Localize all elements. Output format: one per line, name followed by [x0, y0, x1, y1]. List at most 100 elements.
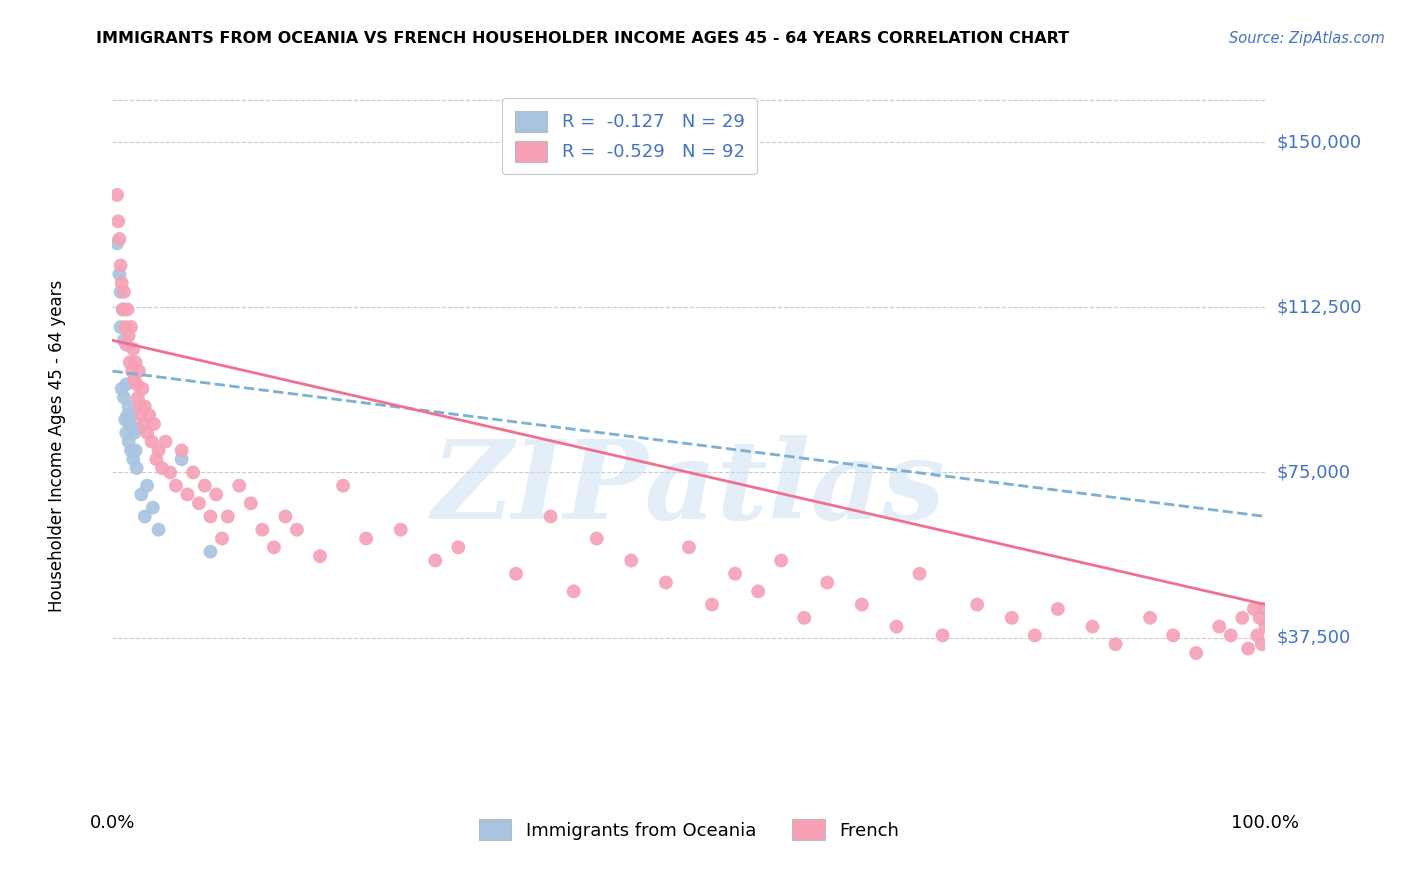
Point	[1161, 628, 1184, 642]
Point	[124, 355, 146, 369]
Point	[125, 377, 148, 392]
Point	[110, 285, 132, 299]
Point	[112, 391, 135, 405]
Point	[155, 434, 177, 449]
Point	[655, 575, 678, 590]
Point	[851, 598, 873, 612]
Point	[1001, 611, 1024, 625]
Point	[122, 342, 145, 356]
Point	[211, 532, 233, 546]
Point	[194, 478, 217, 492]
Point	[1046, 602, 1069, 616]
Point	[124, 443, 146, 458]
Point	[115, 425, 138, 440]
Point	[128, 364, 150, 378]
Point	[700, 598, 723, 612]
Point	[127, 421, 149, 435]
Point	[200, 509, 222, 524]
Point	[141, 434, 163, 449]
Point	[121, 364, 143, 378]
Point	[124, 373, 146, 387]
Point	[747, 584, 769, 599]
Point	[143, 417, 166, 431]
Point	[505, 566, 527, 581]
Point	[252, 523, 274, 537]
Point	[886, 619, 908, 633]
Point	[1081, 619, 1104, 633]
Point	[332, 478, 354, 492]
Point	[118, 417, 141, 431]
Point	[136, 478, 159, 492]
Point	[117, 434, 139, 449]
Point	[1185, 646, 1208, 660]
Point	[540, 509, 562, 524]
Point	[125, 461, 148, 475]
Point	[105, 236, 128, 251]
Point	[966, 598, 988, 612]
Point	[129, 400, 152, 414]
Point	[142, 500, 165, 515]
Point	[138, 408, 160, 422]
Text: $112,500: $112,500	[1277, 298, 1362, 317]
Point	[111, 382, 134, 396]
Point	[1104, 637, 1126, 651]
Point	[127, 391, 149, 405]
Point	[124, 425, 146, 440]
Point	[239, 496, 262, 510]
Point	[118, 355, 141, 369]
Point	[562, 584, 585, 599]
Point	[111, 302, 134, 317]
Point	[131, 382, 153, 396]
Point	[724, 566, 747, 581]
Text: $37,500: $37,500	[1277, 629, 1351, 647]
Point	[117, 408, 139, 422]
Point	[217, 509, 239, 524]
Point	[1253, 602, 1275, 616]
Point	[181, 466, 204, 480]
Point	[815, 575, 838, 590]
Point	[129, 487, 153, 501]
Point	[117, 400, 139, 414]
Point	[274, 509, 297, 524]
Point	[117, 329, 139, 343]
Point	[1139, 611, 1161, 625]
Point	[121, 408, 143, 422]
Point	[134, 509, 156, 524]
Point	[110, 259, 132, 273]
Point	[148, 443, 170, 458]
Point	[678, 541, 700, 555]
Point	[115, 337, 138, 351]
Point	[1237, 641, 1260, 656]
Point	[111, 302, 134, 317]
Point	[112, 333, 135, 347]
Point	[150, 461, 173, 475]
Point	[110, 320, 132, 334]
Point	[108, 232, 131, 246]
Point	[1254, 619, 1277, 633]
Point	[114, 412, 136, 426]
Point	[205, 487, 228, 501]
Text: IMMIGRANTS FROM OCEANIA VS FRENCH HOUSEHOLDER INCOME AGES 45 - 64 YEARS CORRELAT: IMMIGRANTS FROM OCEANIA VS FRENCH HOUSEH…	[96, 31, 1069, 46]
Point	[1251, 637, 1274, 651]
Text: Source: ZipAtlas.com: Source: ZipAtlas.com	[1229, 31, 1385, 46]
Point	[1024, 628, 1046, 642]
Text: ZIPatlas: ZIPatlas	[432, 435, 946, 542]
Point	[120, 443, 142, 458]
Point	[1232, 611, 1254, 625]
Point	[159, 466, 181, 480]
Point	[1249, 611, 1271, 625]
Point	[122, 452, 145, 467]
Point	[770, 553, 793, 567]
Point	[107, 214, 129, 228]
Point	[129, 408, 153, 422]
Point	[176, 487, 198, 501]
Point	[165, 478, 187, 492]
Legend: Immigrants from Oceania, French: Immigrants from Oceania, French	[471, 812, 907, 847]
Point	[170, 443, 193, 458]
Point	[108, 267, 131, 281]
Point	[134, 400, 156, 414]
Point	[148, 523, 170, 537]
Point	[585, 532, 607, 546]
Point	[115, 377, 138, 392]
Text: Householder Income Ages 45 - 64 years: Householder Income Ages 45 - 64 years	[48, 280, 66, 612]
